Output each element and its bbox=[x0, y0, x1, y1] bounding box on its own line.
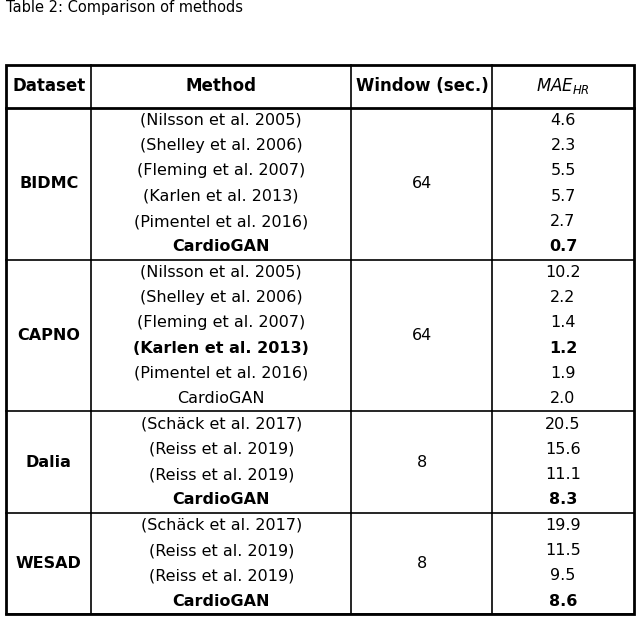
Text: 2.3: 2.3 bbox=[550, 138, 575, 153]
Text: (Fleming et al. 2007): (Fleming et al. 2007) bbox=[137, 164, 305, 178]
Text: (Fleming et al. 2007): (Fleming et al. 2007) bbox=[137, 315, 305, 330]
Text: (Reiss et al. 2019): (Reiss et al. 2019) bbox=[148, 568, 294, 584]
Text: (Reiss et al. 2019): (Reiss et al. 2019) bbox=[148, 442, 294, 457]
Text: 10.2: 10.2 bbox=[545, 265, 581, 280]
Text: CAPNO: CAPNO bbox=[17, 328, 80, 343]
Text: 11.5: 11.5 bbox=[545, 543, 581, 558]
Text: 8: 8 bbox=[417, 455, 427, 470]
Text: (Nilsson et al. 2005): (Nilsson et al. 2005) bbox=[140, 265, 302, 280]
Text: (Karlen et al. 2013): (Karlen et al. 2013) bbox=[133, 341, 309, 355]
Text: 8.6: 8.6 bbox=[549, 594, 577, 609]
Text: CardioGAN: CardioGAN bbox=[172, 239, 270, 254]
Text: Method: Method bbox=[186, 77, 257, 95]
Text: CardioGAN: CardioGAN bbox=[172, 594, 270, 609]
Text: (Shelley et al. 2006): (Shelley et al. 2006) bbox=[140, 290, 303, 305]
Text: 2.0: 2.0 bbox=[550, 391, 576, 406]
Text: (Reiss et al. 2019): (Reiss et al. 2019) bbox=[148, 543, 294, 558]
Text: WESAD: WESAD bbox=[16, 556, 82, 571]
Text: Dataset: Dataset bbox=[12, 77, 85, 95]
Text: 5.7: 5.7 bbox=[550, 189, 576, 204]
Text: Dalia: Dalia bbox=[26, 455, 72, 470]
Text: 5.5: 5.5 bbox=[550, 164, 576, 178]
Text: (Schäck et al. 2017): (Schäck et al. 2017) bbox=[141, 416, 302, 431]
Text: Table 2: Comparison of methods: Table 2: Comparison of methods bbox=[6, 1, 243, 15]
Text: 8.3: 8.3 bbox=[549, 492, 577, 508]
Text: (Nilsson et al. 2005): (Nilsson et al. 2005) bbox=[140, 113, 302, 128]
Text: 1.2: 1.2 bbox=[549, 341, 577, 355]
Text: 20.5: 20.5 bbox=[545, 416, 580, 431]
Text: $MAE_{HR}$: $MAE_{HR}$ bbox=[536, 77, 590, 96]
Text: (Karlen et al. 2013): (Karlen et al. 2013) bbox=[143, 189, 299, 204]
Text: 2.7: 2.7 bbox=[550, 214, 576, 229]
Text: (Schäck et al. 2017): (Schäck et al. 2017) bbox=[141, 518, 302, 533]
Text: 15.6: 15.6 bbox=[545, 442, 581, 457]
Text: 1.9: 1.9 bbox=[550, 366, 576, 381]
Text: 64: 64 bbox=[412, 176, 432, 191]
Text: 8: 8 bbox=[417, 556, 427, 571]
Text: 1.4: 1.4 bbox=[550, 315, 576, 330]
Text: 11.1: 11.1 bbox=[545, 467, 581, 482]
Text: CardioGAN: CardioGAN bbox=[172, 492, 270, 508]
Text: (Pimentel et al. 2016): (Pimentel et al. 2016) bbox=[134, 366, 308, 381]
Text: (Pimentel et al. 2016): (Pimentel et al. 2016) bbox=[134, 214, 308, 229]
Text: 0.7: 0.7 bbox=[549, 239, 577, 254]
Text: 4.6: 4.6 bbox=[550, 113, 576, 128]
Text: 2.2: 2.2 bbox=[550, 290, 576, 305]
Text: 64: 64 bbox=[412, 328, 432, 343]
Text: CardioGAN: CardioGAN bbox=[177, 391, 265, 406]
Text: BIDMC: BIDMC bbox=[19, 176, 79, 191]
Text: 19.9: 19.9 bbox=[545, 518, 581, 533]
Text: Window (sec.): Window (sec.) bbox=[356, 77, 488, 95]
Text: (Shelley et al. 2006): (Shelley et al. 2006) bbox=[140, 138, 303, 153]
Text: (Reiss et al. 2019): (Reiss et al. 2019) bbox=[148, 467, 294, 482]
Text: 9.5: 9.5 bbox=[550, 568, 576, 584]
Bar bbox=[6, 65, 634, 614]
